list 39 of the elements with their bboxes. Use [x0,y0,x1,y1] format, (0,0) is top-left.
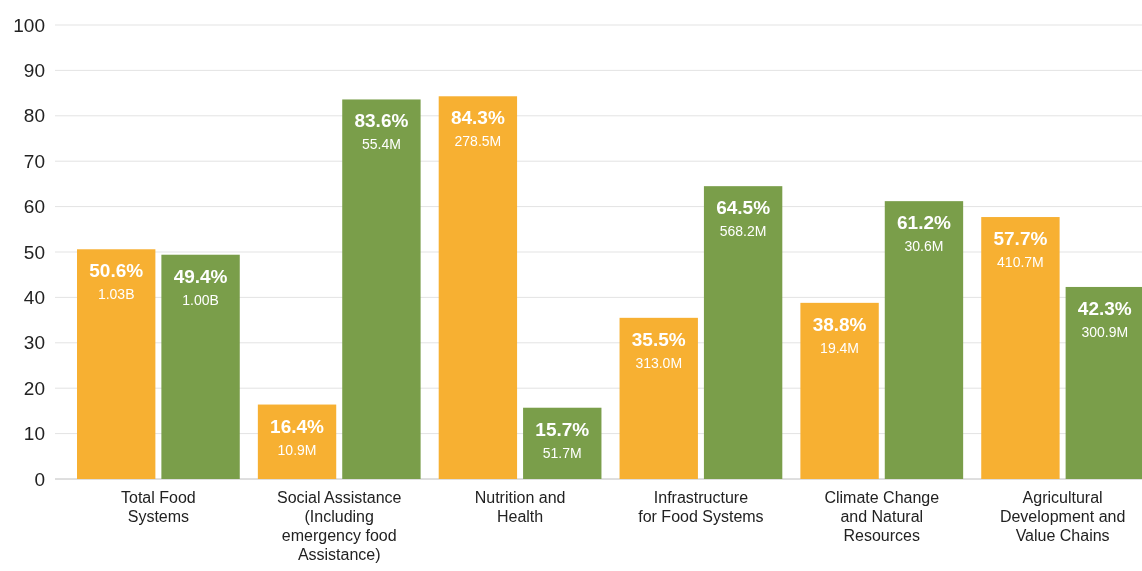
bar [342,99,421,479]
y-tick-label: 10 [23,423,45,445]
data-label: 42.3% 300.9M [1077,297,1132,340]
x-tick-label: Infrastructure for Food Systems [638,489,764,525]
y-tick-label: 80 [23,105,45,127]
x-tick-label: Total Food Systems [121,489,196,525]
data-label: 35.5% 313.0M [631,328,686,371]
data-label: 49.4% 1.00B [173,265,228,308]
data-label: 61.2% 30.6M [897,212,951,255]
y-tick-label: 30 [23,332,45,354]
bar [619,317,698,479]
y-tick-label: 90 [23,60,45,82]
x-tick-label: Climate Change and Natural Resources [824,489,940,544]
y-tick-label: 100 [13,14,45,36]
data-label: 38.8% 19.4M [812,313,867,356]
bar [77,249,156,479]
bar [438,96,518,479]
data-label: 16.4% 10.9M [270,415,325,458]
bar [884,201,964,479]
bar [703,186,783,479]
y-tick-label: 0 [34,468,45,490]
data-label: 57.7% 410.7M [993,228,1048,271]
x-tick-label: Social Assistance (Including emergency food Assistance) [276,489,402,563]
x-tick-label: Agricultural Development and Value Chains [999,489,1126,544]
bar [981,217,1060,479]
y-tick-label: 40 [23,287,45,309]
y-tick-label: 20 [23,377,45,399]
y-tick-label: 70 [23,150,45,172]
data-label: 84.3% 278.5M [450,107,505,150]
bar [800,302,879,479]
bar [161,254,240,479]
y-tick-label: 50 [23,241,45,263]
data-label: 50.6% 1.03B [89,260,144,303]
data-label: 83.6% 55.4M [354,110,409,153]
x-tick-label: Nutrition and Health [474,489,566,525]
bar [1065,286,1142,479]
data-label: 15.7% 51.7M [535,418,590,461]
y-tick-label: 60 [23,196,45,218]
data-label: 64.5% 568.2M [716,197,771,240]
